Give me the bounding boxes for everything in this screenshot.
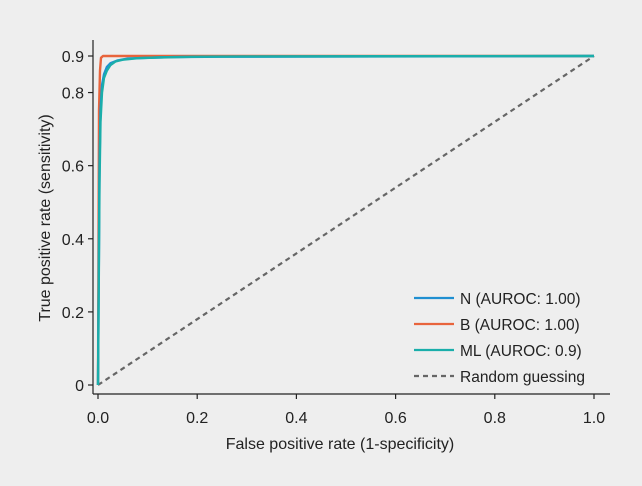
x-tick-label: 0.2 [186,410,208,427]
x-tick-label: 0.0 [87,410,109,427]
x-tick-label: 1.0 [583,410,605,427]
y-axis-title: True positive rate (sensitivity) [37,114,54,321]
series-layer [96,54,595,386]
y-tick-label: 0.2 [62,305,84,322]
legend-label: ML (AUROC: 0.9) [460,343,582,360]
legend-label: Random guessing [460,369,585,386]
series-line-random [97,55,595,386]
y-tick-label: 0 [75,378,84,395]
series-line-2 [96,54,595,386]
y-tick-label: 0.9 [62,49,84,66]
legend-label: B (AUROC: 1.00) [460,317,580,334]
x-tick-label: 0.8 [484,410,506,427]
y-tick-label: 0.6 [62,159,84,176]
x-ticks: 0.0 0.2 0.4 0.6 0.8 1.0 [87,394,605,427]
x-axis-title: False positive rate (1-specificity) [226,436,455,453]
y-tick-label: 0.8 [62,86,84,103]
axes-layer [92,40,610,395]
x-tick-label: 0.6 [384,410,406,427]
legend-label: N (AUROC: 1.00) [460,291,581,308]
y-ticks: 0 0.2 0.4 0.6 0.8 0.9 [62,49,93,395]
x-tick-label: 0.4 [285,410,307,427]
legend: N (AUROC: 1.00) B (AUROC: 1.00) ML (AUROC:… [414,291,585,386]
y-tick-label: 0.4 [62,232,84,249]
